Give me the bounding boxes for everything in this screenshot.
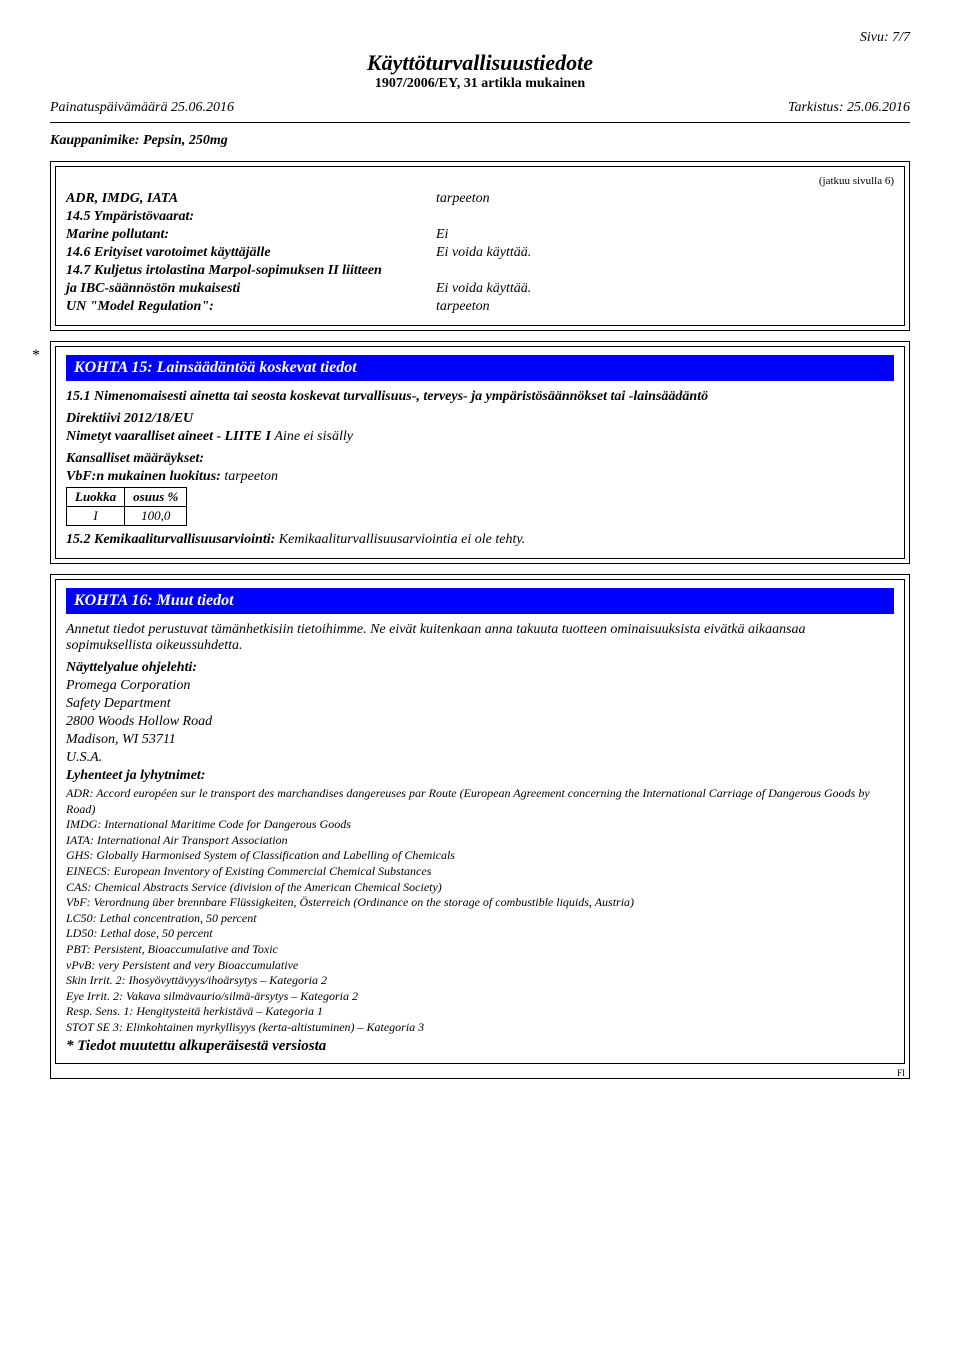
abbr-line: IATA: International Air Transport Associ… (66, 833, 894, 849)
abbr-line: vPvB: very Persistent and very Bioaccumu… (66, 958, 894, 974)
abbr-line: Resp. Sens. 1: Hengitysteitä herkistävä … (66, 1004, 894, 1020)
abbr-line: Eye Irrit. 2: Vakava silmävaurio/silmä-ä… (66, 989, 894, 1005)
continued-note: (jatkuu sivulla 6) (66, 175, 894, 187)
row-label: Marine pollutant: (66, 227, 436, 243)
abbr-line: Skin Irrit. 2: Ihosyövyttävyys/ihoärsyty… (66, 973, 894, 989)
row-label: ja IBC-säännöstön mukaisesti (66, 281, 436, 297)
contact-line: Safety Department (66, 696, 894, 712)
row-label-top: 14.7 Kuljetus irtolastina Marpol-sopimuk… (66, 263, 894, 279)
abbr-line: LC50: Lethal concentration, 50 percent (66, 911, 894, 927)
row-label: ADR, IMDG, IATA (66, 191, 436, 207)
sec15-p2: Direktiivi 2012/18/EU (66, 411, 894, 427)
abbr-line: PBT: Persistent, Bioaccumulative and Tox… (66, 942, 894, 958)
abbr-line: EINECS: European Inventory of Existing C… (66, 864, 894, 880)
row-value: Ei voida käyttää. (436, 245, 531, 261)
section16-box: KOHTA 16: Muut tiedot Annetut tiedot per… (50, 574, 910, 1079)
sec16-p1: Annetut tiedot perustuvat tämänhetkisiin… (66, 622, 894, 654)
asterisk-marker: * (32, 347, 40, 365)
contact-line: 2800 Woods Hollow Road (66, 714, 894, 730)
sec15-p1: 15.1 Nimenomaisesti ainetta tai seosta k… (66, 389, 894, 405)
sec15-p6: 15.2 Kemikaaliturvallisuusarviointi: Kem… (66, 532, 894, 548)
row-value: Ei voida käyttää. (436, 281, 531, 297)
tbl-h1: Luokka (67, 488, 125, 507)
doc-subtitle: 1907/2006/EY, 31 artikla mukainen (50, 76, 910, 92)
section15-box: KOHTA 15: Lainsäädäntöä koskevat tiedot … (50, 341, 910, 564)
print-date: Painatuspäivämäärä 25.06.2016 (50, 100, 234, 116)
contact-line: Madison, WI 53711 (66, 732, 894, 748)
section14-box: (jatkuu sivulla 6) ADR, IMDG, IATA tarpe… (50, 161, 910, 331)
contact-line: U.S.A. (66, 750, 894, 766)
abbr-line: GHS: Globally Harmonised System of Class… (66, 848, 894, 864)
section15-header: KOHTA 15: Lainsäädäntöä koskevat tiedot (66, 355, 894, 381)
abbr-line: VbF: Verordnung über brennbare Flüssigke… (66, 895, 894, 911)
abbr-line: CAS: Chemical Abstracts Service (divisio… (66, 880, 894, 896)
page-number: Sivu: 7/7 (50, 30, 910, 46)
doc-title: Käyttöturvallisuustiedote (50, 50, 910, 76)
divider (50, 122, 910, 123)
trade-name: Kauppanimike: Pepsin, 250mg (50, 133, 910, 149)
contact-title: Näyttelyalue ohjelehti: (66, 660, 894, 676)
abbr-line: LD50: Lethal dose, 50 percent (66, 926, 894, 942)
tbl-c2: 100,0 (125, 507, 187, 526)
row-label: UN "Model Regulation": (66, 299, 436, 315)
changed-note: * Tiedot muutettu alkuperäisestä versios… (66, 1038, 894, 1055)
vbf-table: Luokkaosuus % I100,0 (66, 487, 187, 526)
sec15-p4: Kansalliset määräykset: (66, 451, 894, 467)
sec15-p5: VbF:n mukainen luokitus: tarpeeton (66, 469, 894, 485)
row-value: Ei (436, 227, 448, 243)
abbr-line: ADR: Accord européen sur le transport de… (66, 786, 894, 817)
abbr-line: STOT SE 3: Elinkohtainen myrkyllisyys (k… (66, 1020, 894, 1036)
section16-header: KOHTA 16: Muut tiedot (66, 588, 894, 614)
row-label-top: 14.5 Ympäristövaarat: (66, 209, 894, 225)
row-value: tarpeeton (436, 299, 490, 315)
tbl-c1: I (67, 507, 125, 526)
sec15-p3: Nimetyt vaaralliset aineet - LIITE I Ain… (66, 429, 894, 445)
revision-date: Tarkistus: 25.06.2016 (788, 100, 910, 116)
contact-line: Promega Corporation (66, 678, 894, 694)
abbr-title: Lyhenteet ja lyhytnimet: (66, 768, 894, 784)
country-mark: FI (51, 1068, 905, 1078)
tbl-h2: osuus % (125, 488, 187, 507)
row-value: tarpeeton (436, 191, 490, 207)
row-label: 14.6 Erityiset varotoimet käyttäjälle (66, 245, 436, 261)
abbr-line: IMDG: International Maritime Code for Da… (66, 817, 894, 833)
